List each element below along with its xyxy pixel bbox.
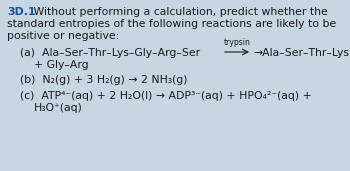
Text: 3D.1: 3D.1 xyxy=(7,7,35,17)
Text: (c)  ATP⁴⁻(aq) + 2 H₂O(l) → ADP³⁻(aq) + HPO₄²⁻(aq) +: (c) ATP⁴⁻(aq) + 2 H₂O(l) → ADP³⁻(aq) + H… xyxy=(20,91,312,101)
Text: →Ala–Ser–Thr–Lys: →Ala–Ser–Thr–Lys xyxy=(253,48,349,58)
Text: standard entropies of the following reactions are likely to be: standard entropies of the following reac… xyxy=(7,19,336,29)
Text: (a)  Ala–Ser–Thr–Lys–Gly–Arg–Ser: (a) Ala–Ser–Thr–Lys–Gly–Arg–Ser xyxy=(20,48,200,58)
Text: Without performing a calculation, predict whether the: Without performing a calculation, predic… xyxy=(30,7,328,17)
Text: positive or negative:: positive or negative: xyxy=(7,31,119,41)
Text: trypsin: trypsin xyxy=(224,38,251,47)
Text: + Gly–Arg: + Gly–Arg xyxy=(34,60,89,70)
Text: H₃O⁺(aq): H₃O⁺(aq) xyxy=(34,103,83,113)
Text: (b)  N₂(g) + 3 H₂(g) → 2 NH₃(g): (b) N₂(g) + 3 H₂(g) → 2 NH₃(g) xyxy=(20,75,188,85)
